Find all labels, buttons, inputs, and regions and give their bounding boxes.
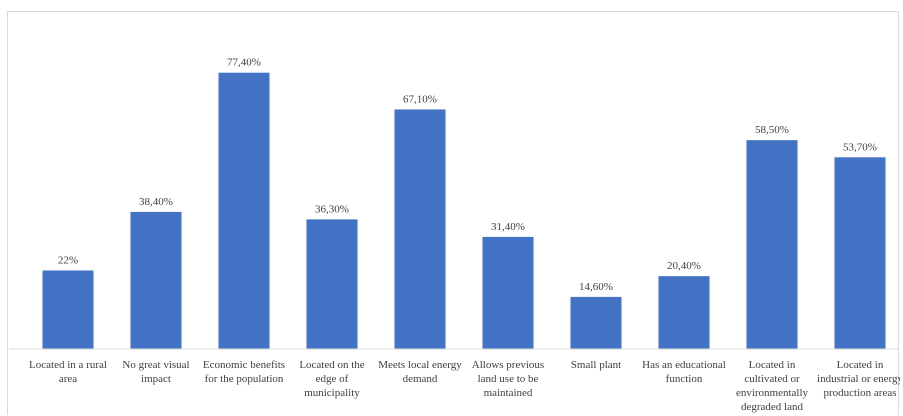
category-label-6: Allows previous land use to be maintained	[472, 359, 544, 399]
data-label-3: 77,40%	[227, 57, 261, 69]
chart-area: 22% Located in a rural area 38,40% No great …	[7, 11, 900, 415]
bar-7	[570, 296, 622, 349]
data-label-7: 14,60%	[579, 281, 613, 293]
data-label-2: 38,40%	[139, 196, 173, 208]
data-label-5: 67,10%	[403, 93, 437, 105]
bar-1	[42, 270, 94, 349]
data-label-9: 58,50%	[755, 124, 789, 136]
category-label-3: Economic benefits for the population	[203, 359, 285, 385]
bar-3	[218, 72, 270, 349]
category-label-7: Small plant	[571, 359, 621, 371]
bar-10	[834, 157, 886, 349]
category-label-4: Located on the edge of municipality	[299, 359, 364, 399]
category-label-5: Meets local energy demand	[378, 359, 462, 385]
bar-5	[394, 109, 446, 349]
data-label-6: 31,40%	[491, 221, 525, 233]
bar-chart: 22% Located in a rural area 38,40% No great …	[9, 57, 900, 413]
category-label-1: Located in a rural area	[29, 359, 107, 385]
category-label-8: Has an educational function	[642, 359, 726, 385]
bar-4	[306, 219, 358, 349]
bar-8	[658, 276, 710, 349]
category-label-10: Located in industrial or energy production…	[817, 359, 900, 399]
bar-6	[482, 236, 534, 349]
bar-9	[746, 140, 798, 349]
data-label-4: 36,30%	[315, 203, 349, 215]
bar-2	[130, 211, 182, 349]
category-label-9: Located in cultivated or environmentally de…	[736, 359, 809, 413]
data-label-8: 20,40%	[667, 260, 701, 272]
category-label-2: No great visual impact	[122, 359, 189, 385]
data-label-10: 53,70%	[843, 141, 877, 153]
data-label-1: 22%	[58, 254, 78, 266]
